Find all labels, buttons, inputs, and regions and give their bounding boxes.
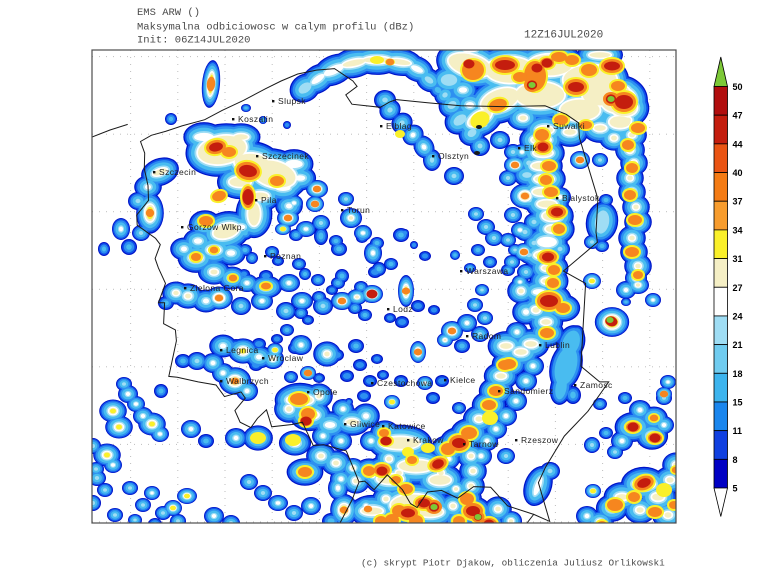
svg-text:Szczecinek: Szczecinek	[262, 151, 309, 161]
svg-text:40: 40	[733, 168, 743, 178]
svg-text:24: 24	[733, 311, 743, 321]
svg-text:Koszalin: Koszalin	[238, 114, 273, 124]
svg-text:11: 11	[733, 426, 743, 436]
svg-text:Wroclaw: Wroclaw	[268, 353, 304, 363]
svg-text:27: 27	[733, 283, 743, 293]
svg-text:Lublin: Lublin	[545, 340, 570, 350]
svg-text:Krakow: Krakow	[413, 435, 444, 445]
svg-text:Gliwice: Gliwice	[350, 419, 380, 429]
svg-text:Rzeszow: Rzeszow	[521, 435, 559, 445]
svg-text:Lodz: Lodz	[393, 304, 413, 314]
svg-text:Czestochowa: Czestochowa	[377, 378, 432, 388]
svg-text:Walbrzych: Walbrzych	[226, 376, 269, 386]
svg-text:Suwalki: Suwalki	[553, 121, 585, 131]
svg-text:Elk: Elk	[524, 143, 537, 153]
svg-text:31: 31	[733, 254, 743, 264]
svg-text:Szczecin: Szczecin	[159, 167, 196, 177]
svg-text:Tarnow: Tarnow	[469, 439, 499, 449]
svg-text:Sandomierz: Sandomierz	[504, 386, 553, 396]
svg-text:12Z16JUL2020: 12Z16JUL2020	[524, 30, 603, 42]
svg-text:Slupsk: Slupsk	[278, 96, 306, 106]
svg-text:Radom: Radom	[472, 331, 501, 341]
svg-text:44: 44	[733, 139, 743, 149]
svg-text:21: 21	[733, 340, 743, 350]
svg-text:Legnica: Legnica	[226, 345, 259, 355]
svg-text:15: 15	[733, 398, 743, 408]
svg-text:37: 37	[733, 197, 743, 207]
svg-text:Elblag: Elblag	[386, 121, 412, 131]
svg-text:34: 34	[733, 225, 743, 235]
svg-text:50: 50	[733, 82, 743, 92]
svg-text:Init: 06Z14JUL2020: Init: 06Z14JUL2020	[137, 35, 250, 47]
svg-text:Olsztyn: Olsztyn	[438, 151, 469, 161]
svg-text:Warszawa: Warszawa	[466, 266, 509, 276]
svg-text:Pila: Pila	[261, 195, 277, 205]
svg-text:Kielce: Kielce	[450, 375, 476, 385]
svg-text:18: 18	[733, 369, 743, 379]
svg-text:47: 47	[733, 111, 743, 121]
svg-text:(c) skrypt Piotr Djakow, oblic: (c) skrypt Piotr Djakow, obliczenia Juli…	[361, 558, 665, 569]
svg-text:EMS ARW (): EMS ARW ()	[137, 7, 200, 19]
svg-text:Maksymalna odbiciowosc w calym: Maksymalna odbiciowosc w calym profilu (…	[137, 22, 414, 34]
svg-text:Zielona Gora: Zielona Gora	[190, 283, 244, 293]
svg-text:Zamosc: Zamosc	[580, 380, 613, 390]
svg-text:Bialystok: Bialystok	[562, 193, 600, 203]
svg-text:Opole: Opole	[313, 387, 338, 397]
svg-text:5: 5	[733, 484, 738, 494]
svg-text:Gorzow Wlkp.: Gorzow Wlkp.	[187, 222, 245, 232]
svg-text:Poznan: Poznan	[270, 251, 301, 261]
svg-text:Katowice: Katowice	[388, 421, 426, 431]
svg-text:8: 8	[733, 455, 738, 465]
svg-text:Torun: Torun	[347, 205, 370, 215]
